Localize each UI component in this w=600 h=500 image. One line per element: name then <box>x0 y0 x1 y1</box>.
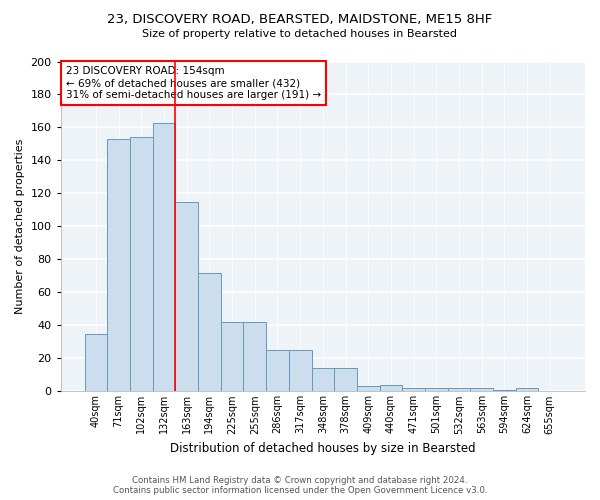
Bar <box>357 386 380 392</box>
Y-axis label: Number of detached properties: Number of detached properties <box>15 139 25 314</box>
Bar <box>221 322 244 392</box>
Bar <box>493 390 516 392</box>
Text: 23, DISCOVERY ROAD, BEARSTED, MAIDSTONE, ME15 8HF: 23, DISCOVERY ROAD, BEARSTED, MAIDSTONE,… <box>107 12 493 26</box>
Bar <box>152 122 175 392</box>
Bar <box>107 139 130 392</box>
Bar <box>130 138 152 392</box>
Bar <box>402 388 425 392</box>
Bar <box>244 322 266 392</box>
Bar <box>448 388 470 392</box>
Bar <box>289 350 311 392</box>
Bar <box>380 385 402 392</box>
Text: Contains HM Land Registry data © Crown copyright and database right 2024.
Contai: Contains HM Land Registry data © Crown c… <box>113 476 487 495</box>
Bar <box>175 202 198 392</box>
Text: Size of property relative to detached houses in Bearsted: Size of property relative to detached ho… <box>143 29 458 39</box>
X-axis label: Distribution of detached houses by size in Bearsted: Distribution of detached houses by size … <box>170 442 476 455</box>
Bar <box>516 388 538 392</box>
Bar <box>85 334 107 392</box>
Bar <box>266 350 289 392</box>
Bar <box>470 388 493 392</box>
Bar <box>334 368 357 392</box>
Bar <box>425 388 448 392</box>
Bar <box>198 272 221 392</box>
Bar <box>311 368 334 392</box>
Text: 23 DISCOVERY ROAD: 154sqm
← 69% of detached houses are smaller (432)
31% of semi: 23 DISCOVERY ROAD: 154sqm ← 69% of detac… <box>66 66 321 100</box>
